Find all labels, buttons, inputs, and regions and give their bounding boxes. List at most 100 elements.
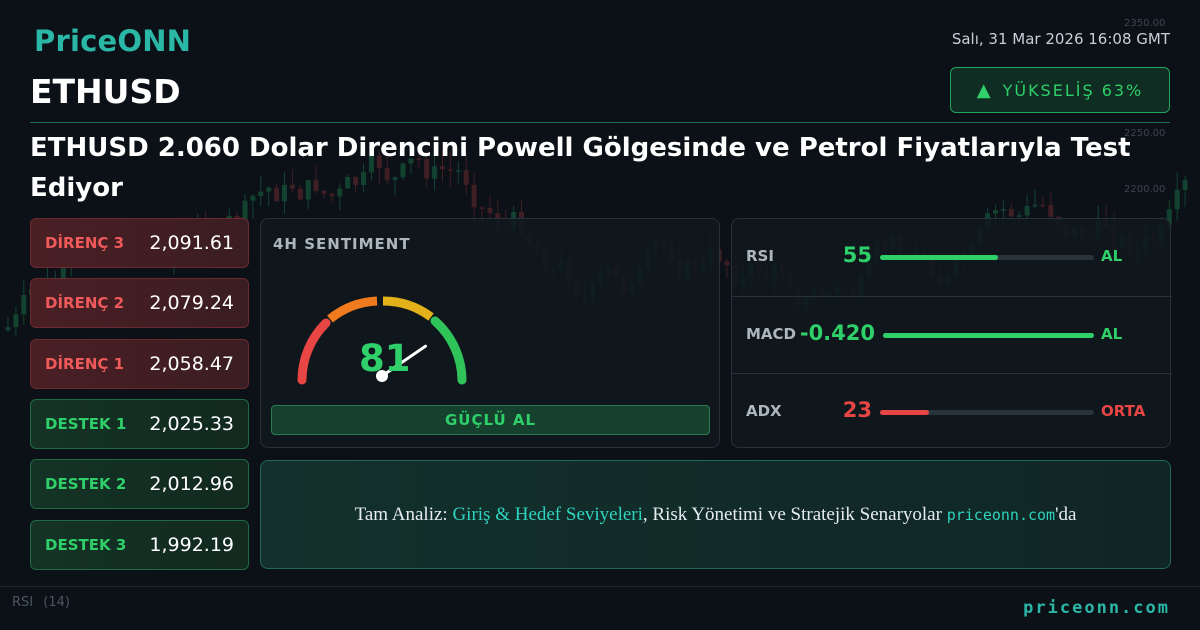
bg-candle-body xyxy=(13,314,19,328)
trend-label: YÜKSELİŞ 63% xyxy=(1002,80,1144,100)
level-support-1: DESTEK 1 2,025.33 xyxy=(30,399,249,449)
indicator-bar-fill xyxy=(883,333,1094,338)
level-name: DESTEK 3 xyxy=(45,536,127,554)
bg-candle-body xyxy=(384,168,390,180)
indicators-panel: RSI 55 AL MACD -0.420 AL ADX 23 ORTA xyxy=(731,218,1172,449)
level-resistance-2: DİRENÇ 2 2,079.24 xyxy=(30,278,249,328)
cta-middle: , Risk Yönetimi ve Stratejik Senaryolar xyxy=(642,503,947,525)
level-value: 2,025.33 xyxy=(149,413,234,435)
up-arrow-icon: ▲ xyxy=(976,79,993,101)
indicator-row-macd: MACD -0.420 AL xyxy=(732,296,1172,372)
bg-candle-body xyxy=(274,187,280,202)
bg-candle-body xyxy=(345,176,351,189)
bg-candle-body xyxy=(400,163,406,178)
headline: ETHUSD 2.060 Dolar Direncini Powell Gölg… xyxy=(30,133,1131,203)
bg-candle-body xyxy=(487,207,493,214)
bg-candle-body xyxy=(416,158,422,161)
bg-candle-body xyxy=(993,210,998,214)
bg-candle-body xyxy=(1016,215,1022,217)
level-resistance-1: DİRENÇ 1 2,058.47 xyxy=(30,339,249,389)
sentiment-panel: 4H SENTIMENT 81 GÜÇLÜ AL xyxy=(260,218,720,448)
bg-candle-body xyxy=(266,187,272,192)
cta-suffix: 'da xyxy=(1055,503,1077,525)
bg-candle-body xyxy=(361,172,366,185)
bg-candle-body xyxy=(376,155,382,169)
level-name: DESTEK 2 xyxy=(45,475,127,493)
timestamp: Salı, 31 Mar 2026 16:08 GMT xyxy=(951,30,1170,48)
sentiment-gauge xyxy=(297,296,467,385)
gauge-arc-yellow xyxy=(382,296,434,321)
bg-candle-body xyxy=(289,184,295,189)
bg-candle-body xyxy=(392,177,398,180)
bg-candle-body xyxy=(424,159,430,179)
indicator-bar xyxy=(883,333,1094,338)
level-value: 2,012.96 xyxy=(149,473,234,495)
bg-candle-body xyxy=(282,184,287,202)
indicator-bar-fill xyxy=(880,410,930,415)
footer-url[interactable]: priceonn.com xyxy=(1023,598,1170,618)
indicator-value: -0.420 xyxy=(799,321,875,345)
level-resistance-3: DİRENÇ 3 2,091.61 xyxy=(30,218,249,268)
cta-site: priceonn.com xyxy=(946,505,1056,524)
level-support-2: DESTEK 2 2,012.96 xyxy=(30,459,249,509)
bg-candle-body xyxy=(329,193,335,197)
gauge-needle xyxy=(380,344,427,378)
sentiment-title: 4H SENTIMENT xyxy=(273,235,411,253)
bg-oscillator-label: RSI (14) xyxy=(12,595,70,610)
bg-candle-body xyxy=(368,155,374,173)
bg-candle-body xyxy=(5,327,11,330)
bg-candle-body xyxy=(479,207,485,209)
bg-candle-body xyxy=(1032,204,1038,207)
bg-oscillator-period: (14) xyxy=(43,595,70,610)
bg-candle-body xyxy=(1024,206,1030,216)
bg-candle-body xyxy=(1166,209,1172,226)
bg-candle-body xyxy=(258,191,264,196)
level-value: 1,992.19 xyxy=(149,534,234,556)
indicator-row-rsi: RSI 55 AL xyxy=(732,219,1172,295)
bg-candle-body xyxy=(1040,204,1046,207)
bg-candle-body xyxy=(305,180,311,200)
level-value: 2,091.61 xyxy=(149,232,234,254)
bg-candle-body xyxy=(408,158,414,164)
bg-candle-body xyxy=(250,195,256,201)
indicator-value: 23 xyxy=(842,398,872,422)
trend-badge: ▲ YÜKSELİŞ 63% xyxy=(950,67,1170,113)
indicator-name: ADX xyxy=(746,402,782,420)
level-value: 2,058.47 xyxy=(149,353,234,375)
bg-price-label: 2250.00 xyxy=(1124,128,1166,139)
indicator-signal: AL xyxy=(1101,247,1123,265)
gauge-arc-green xyxy=(430,316,467,385)
indicator-name: RSI xyxy=(746,247,774,265)
bg-candle-body xyxy=(1182,180,1188,190)
indicator-name: MACD xyxy=(746,325,796,343)
bg-candle-body xyxy=(60,259,66,280)
bg-price-label: 2350.00 xyxy=(1124,18,1166,29)
indicator-value: 55 xyxy=(842,243,872,267)
bg-candle-body xyxy=(447,169,453,171)
bg-oscillator-name: RSI xyxy=(12,595,34,610)
level-name: DİRENÇ 2 xyxy=(45,294,125,312)
indicator-bar xyxy=(880,410,1094,415)
bg-candle-body xyxy=(337,188,343,197)
bg-candle-body xyxy=(1048,205,1054,217)
bg-candle-body xyxy=(724,261,730,266)
bg-candle-body xyxy=(21,295,27,315)
cta-prefix: Tam Analiz: xyxy=(354,503,453,525)
bg-candle-body xyxy=(471,184,477,208)
bg-candle-body xyxy=(1008,209,1014,217)
sentiment-value: 81 xyxy=(359,337,411,380)
indicator-signal: AL xyxy=(1101,325,1123,343)
level-support-3: DESTEK 3 1,992.19 xyxy=(30,520,249,570)
bg-candle-body xyxy=(242,200,248,223)
full-analysis-link[interactable]: Tam Analiz: Giriş & Hedef Seviyeleri , R… xyxy=(260,460,1171,569)
level-name: DİRENÇ 1 xyxy=(45,355,125,373)
gauge-arc-red xyxy=(297,318,331,385)
header-divider xyxy=(30,122,1170,123)
level-value: 2,079.24 xyxy=(149,292,234,314)
bg-candle-body xyxy=(432,166,438,179)
footer-divider xyxy=(0,586,1200,587)
gauge-arc-orange xyxy=(327,296,378,323)
indicator-row-adx: ADX 23 ORTA xyxy=(732,373,1172,449)
sentiment-verdict: GÜÇLÜ AL xyxy=(271,405,710,435)
indicator-bar-fill xyxy=(880,255,998,260)
